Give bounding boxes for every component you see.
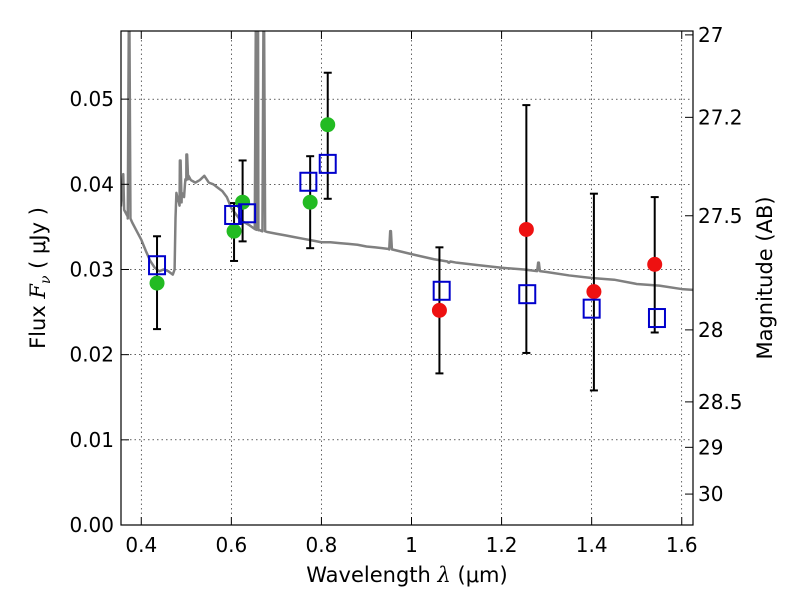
- magnitude-tick-label: 29: [698, 435, 723, 459]
- y-tick-label: 0.01: [69, 428, 114, 452]
- x-axis-label: Wavelength λ (μm): [306, 563, 507, 587]
- y-tick-label: 0.05: [69, 87, 114, 111]
- plot-area: [121, 31, 693, 392]
- x-tick-label: 1.6: [666, 533, 698, 557]
- data-point-square: [238, 203, 257, 224]
- magnitude-tick-label: 28.5: [698, 390, 743, 414]
- magnitude-tick-label: 27.5: [698, 204, 743, 228]
- data-point-circle: [320, 117, 336, 133]
- x-tick-label: 0.4: [125, 533, 157, 557]
- data-point-square: [148, 255, 167, 276]
- data-point-circle: [586, 284, 602, 300]
- y-tick-label: 0.04: [69, 172, 114, 196]
- x-tick-label: 0.8: [306, 533, 338, 557]
- y-tick-label: 0.00: [69, 513, 114, 537]
- magnitude-tick-label: 30: [698, 482, 723, 506]
- data-markers: [148, 117, 666, 329]
- model-spectrum-line: [121, 31, 693, 292]
- magnitude-axis-ticks: 27 27.2 27.5 28 28.5 29 30: [685, 23, 743, 506]
- magnitude-axis-label: Magnitude (AB): [753, 196, 777, 359]
- x-tick-label: 1.2: [486, 533, 518, 557]
- data-point-circle: [235, 194, 251, 210]
- data-point-square: [518, 284, 537, 305]
- data-point-circle: [226, 223, 242, 239]
- data-point-square: [318, 153, 337, 174]
- x-axis-ticks: 0.4 0.6 0.8 1 1.2 1.4 1.6: [125, 31, 698, 557]
- x-tick-label: 0.6: [215, 533, 247, 557]
- y-tick-label: 0.02: [69, 343, 114, 367]
- plot-frame: [120, 30, 694, 526]
- data-point-square: [299, 171, 318, 192]
- x-tick-label: 1.4: [576, 533, 608, 557]
- x-tick-label: 1: [405, 533, 418, 557]
- data-point-square: [432, 280, 451, 301]
- data-point-circle: [518, 221, 534, 237]
- magnitude-tick-label: 28: [698, 318, 723, 342]
- magnitude-tick-label: 27: [698, 23, 723, 47]
- data-point-square: [224, 204, 243, 225]
- data-point-square: [647, 308, 666, 329]
- y-axis-ticks: 0.00 0.01 0.02 0.03 0.04 0.05: [69, 87, 129, 537]
- magnitude-tick-label: 27.2: [698, 105, 743, 129]
- data-point-circle: [302, 194, 318, 210]
- data-point-square: [582, 298, 601, 319]
- data-point-circle: [431, 302, 447, 318]
- y-axis-label: Flux Fν ( μJy ): [26, 207, 54, 349]
- data-point-circle: [149, 275, 165, 291]
- data-point-circle: [647, 256, 663, 272]
- y-tick-label: 0.03: [69, 257, 114, 281]
